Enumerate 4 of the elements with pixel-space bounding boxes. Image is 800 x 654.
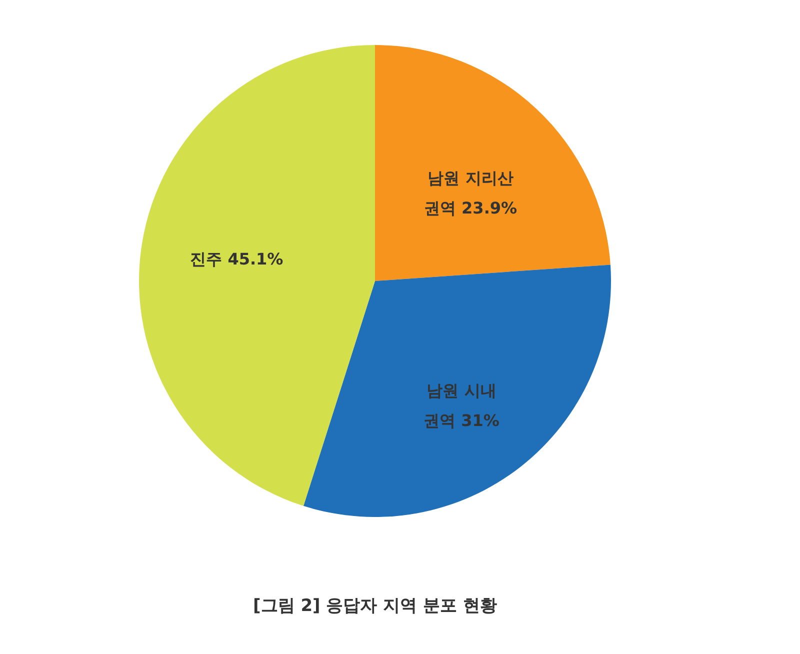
- slice-label: 진주 45.1%: [190, 250, 284, 269]
- text: [그림 2] 응답자 지역 분포 현황: [253, 596, 497, 616]
- slice-label: 남원 지리산 권역 23.9%: [424, 168, 518, 218]
- slice-label: 남원 시내 권역 31%: [424, 381, 500, 430]
